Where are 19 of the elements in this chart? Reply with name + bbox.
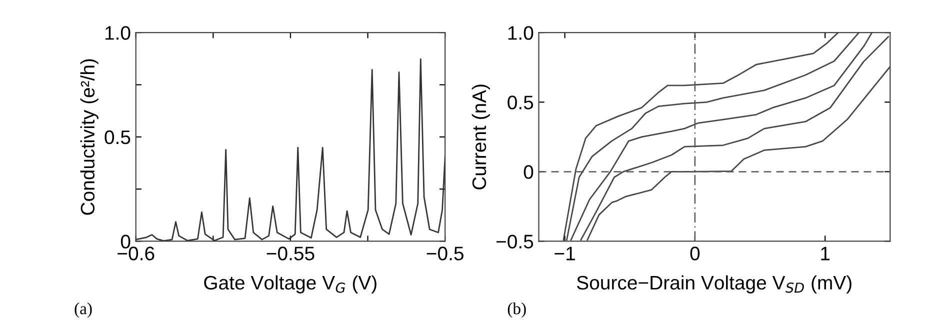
y-axis-title: Current (nA) — [472, 84, 490, 190]
x-tick-label: 1 — [821, 246, 830, 260]
y-tick-label: 0.5 — [104, 130, 130, 144]
x-tick-label: −1 — [554, 246, 575, 260]
x-axis-title: Source−Drain Voltage V$_{SD}$ (mV) — [577, 275, 852, 294]
y-tick-label: 1.0 — [508, 26, 534, 40]
y-axis-title: Conductivity (e²/h) — [80, 59, 98, 215]
y-tick-label: 1.0 — [105, 26, 130, 40]
text: (b) — [508, 302, 526, 318]
x-tick-label: −0.5 — [426, 246, 464, 260]
x-tick-label: 0 — [690, 246, 700, 260]
y-tick-label: 0 — [120, 234, 130, 248]
text: (a) — [74, 302, 92, 318]
y-tick-label: −0.5 — [496, 234, 534, 248]
y-tick-label: 0.5 — [508, 96, 534, 110]
y-tick-label: 0 — [524, 165, 534, 179]
x-tick-label: −0.55 — [266, 246, 314, 260]
x-axis-title: Gate Voltage V$_{G}$ (V) — [204, 275, 376, 294]
x-tick-label: −0.6 — [118, 246, 154, 260]
